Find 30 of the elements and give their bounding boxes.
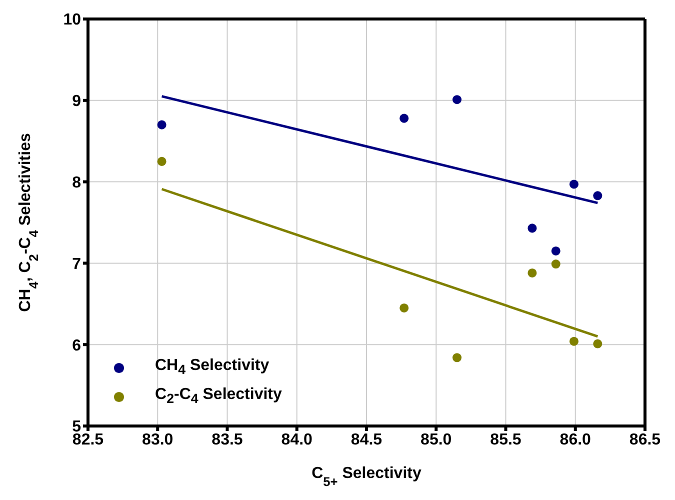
point — [593, 339, 602, 348]
point — [551, 246, 560, 256]
point — [452, 353, 462, 362]
y-tick-label: 10 — [63, 12, 82, 29]
point — [157, 156, 166, 166]
point — [157, 120, 166, 130]
legend-label: CH$_{4}$ Selectivity — [155, 357, 270, 378]
x-tick-label: 85.0 — [420, 431, 452, 448]
point — [551, 260, 560, 269]
y-tick-label: 8 — [72, 174, 82, 192]
x-tick-label: 86.5 — [629, 431, 661, 448]
point — [569, 180, 578, 189]
point — [400, 114, 409, 123]
legend-label: C$_{2}$-C$_{4}$ Selectivity — [155, 386, 282, 407]
x-tick-label: 84.5 — [350, 431, 382, 448]
x-tick-label: 83.5 — [212, 431, 243, 448]
x-tick-label: 86.0 — [560, 431, 592, 448]
x-tick-label: 85.5 — [490, 431, 522, 448]
point — [569, 336, 578, 346]
x-tick-label: 84.0 — [281, 431, 313, 448]
point — [593, 191, 602, 200]
y-tick-label: 6 — [72, 337, 82, 354]
x-axis-title: C$_{5+}$ Selectivity — [312, 465, 422, 488]
point — [400, 303, 409, 312]
point — [452, 95, 462, 104]
y-tick-label: 7 — [72, 256, 82, 273]
point — [528, 224, 537, 233]
x-tick-label: 83.0 — [142, 431, 174, 448]
point — [528, 268, 537, 278]
y-tick-label: 9 — [72, 93, 82, 110]
